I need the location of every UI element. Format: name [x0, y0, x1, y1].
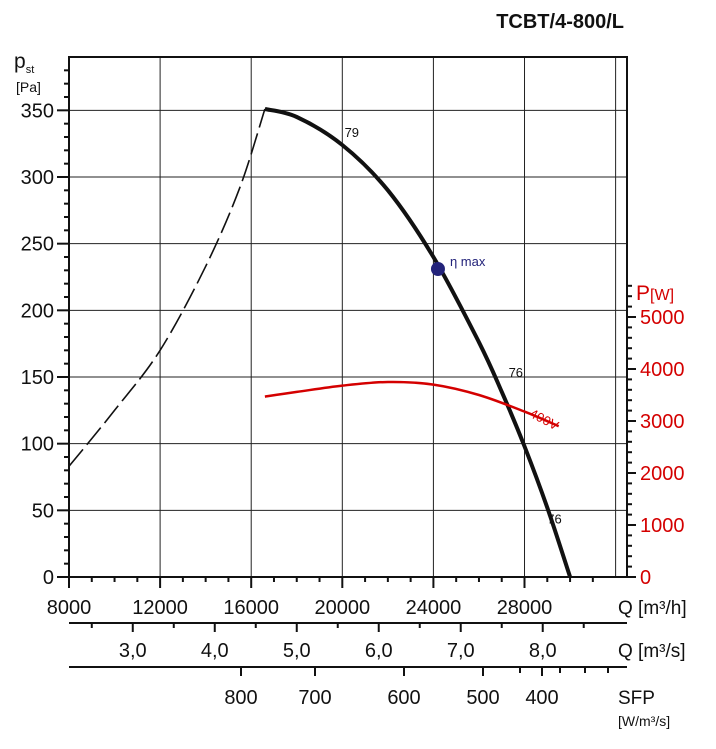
series: 400V 79 76 76 η max	[68, 107, 573, 578]
axes: 0 50 100 150 200 250 300 350 0 1000 2000 3000 4000 50…	[21, 56, 685, 709]
x-tick-label: 12000	[132, 597, 188, 619]
x-m3s-tick-label: 4,0	[201, 640, 229, 662]
y-left-tick-label: 100	[21, 434, 54, 456]
y-left-axis-label: pst	[14, 50, 34, 76]
series-pressure-stable	[264, 107, 573, 578]
y-left-label-main: p	[14, 50, 26, 73]
x-m3s-tick-label: 7,0	[447, 640, 475, 662]
x-m3s-tick-label: 6,0	[365, 640, 393, 662]
y-right-tick-label: 3000	[640, 411, 685, 433]
y-right-tick-label: 2000	[640, 463, 685, 485]
sfp-tick-label: 400	[525, 687, 558, 709]
efficiency-label: 76	[547, 512, 561, 527]
x-axis-m3s-label: Q [m³/s]	[618, 641, 686, 662]
y-left-tick-label: 200	[21, 300, 54, 322]
y-left-tick-label: 50	[32, 500, 54, 522]
x-tick-label: 24000	[406, 597, 462, 619]
efficiency-label: 79	[345, 125, 359, 140]
y-right-tick-label: 1000	[640, 515, 685, 537]
efficiency-label: 76	[509, 365, 523, 380]
x-tick-label: 28000	[497, 597, 553, 619]
y-left-axis-unit: [Pa]	[16, 79, 41, 95]
eta-max-marker	[430, 262, 445, 276]
sfp-tick-label: 500	[466, 687, 499, 709]
x-tick-label: 20000	[314, 597, 370, 619]
y-left-tick-label: 150	[21, 367, 54, 389]
x-axis-label: Q [m³/h]	[618, 598, 687, 619]
y-right-label-unit: [W]	[650, 287, 674, 304]
x-m3s-tick-label: 5,0	[283, 640, 311, 662]
y-left-tick-label: 0	[43, 567, 54, 589]
y-right-tick-label: 0	[640, 567, 651, 589]
sfp-tick-label: 800	[224, 687, 257, 709]
series-pressure-unstable	[68, 108, 266, 467]
y-right-tick-label: 4000	[640, 359, 685, 381]
y-left-label-sub: st	[26, 64, 35, 76]
x-m3s-tick-label: 8,0	[529, 640, 557, 662]
chart-title: TCBT/4-800/L	[496, 11, 624, 33]
sfp-tick-label: 600	[387, 687, 420, 709]
x-tick-label: 8000	[47, 597, 92, 619]
sfp-axis-unit: [W/m³/s]	[618, 713, 670, 729]
sfp-axis-label: SFP	[618, 688, 655, 709]
eta-max-label: η max	[450, 254, 486, 269]
y-left-tick-label: 350	[21, 100, 54, 122]
y-left-tick-label: 300	[21, 167, 54, 189]
sfp-tick-label: 700	[298, 687, 331, 709]
y-right-label-main: P	[636, 282, 650, 305]
y-right-tick-label: 5000	[640, 307, 685, 329]
y-left-tick-label: 250	[21, 234, 54, 256]
series-power-400v	[264, 380, 560, 428]
y-right-axis-label: P[W]	[636, 282, 674, 305]
x-tick-label: 16000	[223, 597, 279, 619]
series-label-400v: 400V	[527, 406, 561, 434]
x-m3s-tick-label: 3,0	[119, 640, 147, 662]
